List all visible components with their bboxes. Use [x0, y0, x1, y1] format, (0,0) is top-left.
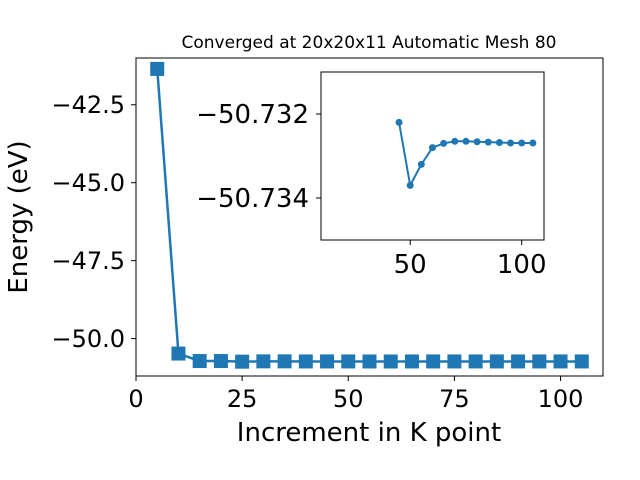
inset-data-layer [395, 118, 537, 189]
main-x-tick-label: 25 [227, 385, 258, 413]
main-data-point [383, 354, 398, 369]
inset-data-point [518, 139, 526, 147]
main-x-tick-label: 100 [538, 385, 584, 413]
chart-title: Converged at 20x20x11 Automatic Mesh 80 [182, 33, 557, 53]
main-data-point [298, 354, 313, 369]
main-x-tick-label: 75 [439, 385, 470, 413]
main-y-tick-label: −45.0 [51, 169, 125, 197]
inset-y-tick-label: −50.734 [196, 184, 309, 214]
main-y-tick-label: −47.5 [51, 247, 125, 275]
main-data-point [150, 61, 165, 76]
main-data-point [213, 354, 228, 369]
main-data-point [553, 354, 568, 369]
x-axis-label: Increment in K point [237, 418, 501, 448]
inset-data-point [473, 138, 481, 146]
main-data-point [426, 354, 441, 369]
main-data-point [320, 354, 335, 369]
y-axis-label: Energy (eV) [4, 140, 34, 293]
main-data-point [468, 354, 483, 369]
main-data-point [532, 354, 547, 369]
inset-data-point [495, 139, 503, 147]
inset-data-point [484, 138, 492, 146]
main-data-point [341, 354, 356, 369]
main-data-point [404, 354, 419, 369]
main-x-tick-label: 50 [333, 385, 364, 413]
main-data-point [277, 354, 292, 369]
main-data-point [256, 354, 271, 369]
main-data-point [192, 354, 207, 369]
main-data-point [489, 354, 504, 369]
inset-x-tick-label: 100 [497, 250, 547, 280]
main-y-tick-label: −42.5 [51, 91, 125, 119]
inset-data-point [529, 139, 537, 147]
main-x-tick-label: 0 [128, 385, 143, 413]
inset-data-point [451, 137, 459, 145]
inset-data-point [417, 160, 425, 168]
main-data-point [171, 346, 186, 361]
main-data-point [362, 354, 377, 369]
main-data-point [574, 354, 589, 369]
inset-data-point [462, 137, 470, 145]
main-y-tick-label: −50.0 [51, 325, 125, 353]
inset-data-point [406, 181, 414, 189]
inset-y-tick-label: −50.732 [196, 100, 309, 130]
inset-data-point [440, 139, 448, 147]
inset-data-point [429, 144, 436, 152]
main-data-point [235, 354, 250, 369]
inset-data-point [507, 139, 515, 147]
main-data-point [511, 354, 526, 369]
main-data-layer [150, 61, 589, 369]
inset-frame [320, 71, 545, 241]
inset-x-tick-label: 50 [394, 250, 427, 280]
inset-plot: 50 100 −50.734 −50.732 [196, 71, 547, 280]
inset-data-point [395, 118, 403, 126]
main-data-point [447, 354, 462, 369]
